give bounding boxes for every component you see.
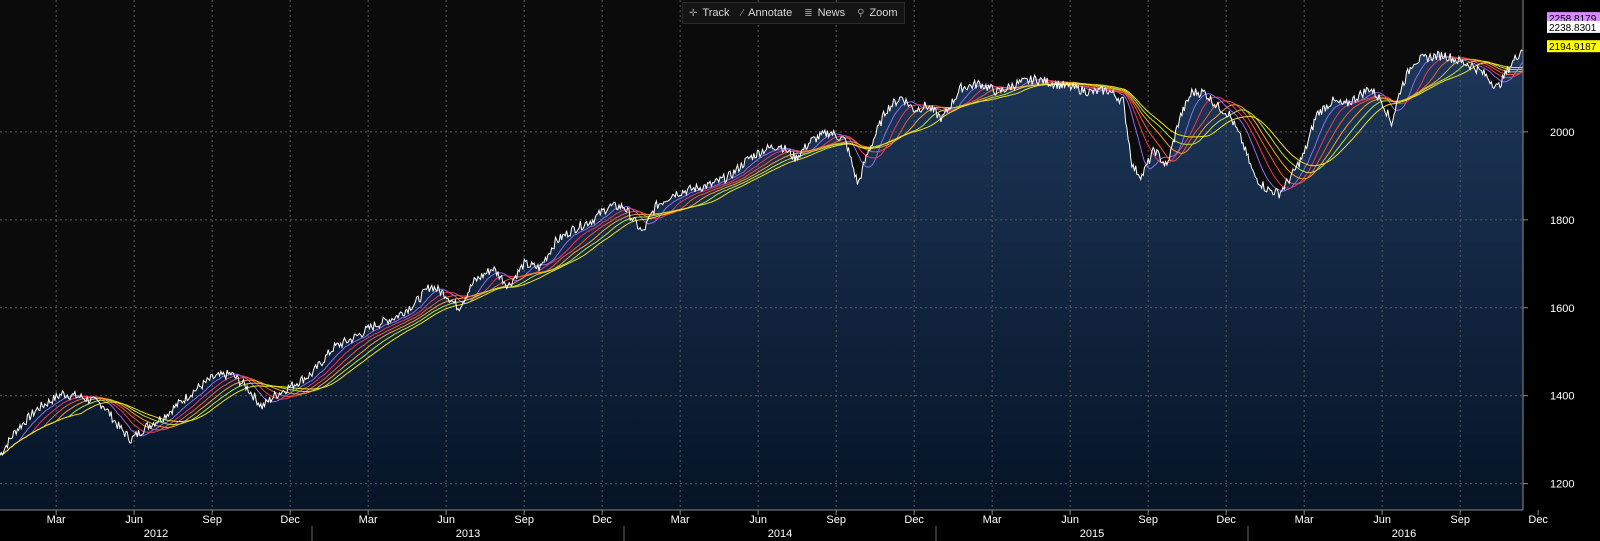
y-tick-label: 1200 <box>1550 479 1574 491</box>
x-tick-label: Mar <box>983 514 1002 526</box>
moving-average-5 <box>0 53 1551 456</box>
end-value-tag-bg <box>1547 20 1600 33</box>
y-axis-panel <box>1523 0 1600 510</box>
magnifier-icon: ⚲ <box>857 7 865 19</box>
end-value-tag-bg <box>1547 12 1600 25</box>
y-tick-label: 1600 <box>1550 303 1574 315</box>
x-tick-label: Sep <box>826 514 846 526</box>
x-tick-label: Jun <box>125 514 143 526</box>
end-value-tag-bg <box>1547 40 1600 53</box>
x-tick-label: Jun <box>1061 514 1079 526</box>
y-tick-label: 1400 <box>1550 391 1574 403</box>
x-tick-label: Sep <box>1138 514 1158 526</box>
x-tick-label: Sep <box>202 514 222 526</box>
price-area-fill <box>0 15 1551 510</box>
end-value-tag: 2238.8301 <box>1549 23 1597 34</box>
news-icon: ≣ <box>804 7 813 19</box>
end-value-tag: 2194.9187 <box>1549 42 1597 53</box>
price-line <box>0 15 1551 457</box>
annotate-label: Annotate <box>748 7 793 19</box>
moving-average-2 <box>0 30 1551 456</box>
end-value-tag: 2258.8179 <box>1549 14 1597 25</box>
pencil-icon: ⁄ <box>741 7 744 19</box>
x-tick-label: Mar <box>359 514 378 526</box>
x-tick-label: Dec <box>1216 514 1236 526</box>
x-tick-label: Jun <box>437 514 455 526</box>
track-button[interactable]: ✛ Track <box>683 3 735 23</box>
year-label: 2014 <box>768 528 792 540</box>
x-tick-label: Dec <box>904 514 924 526</box>
chart-toolbar: ✛ Track ⁄ Annotate ≣ News ⚲ Zoom <box>682 2 905 24</box>
y-tick-label: 2000 <box>1550 127 1574 139</box>
x-tick-label: Mar <box>671 514 690 526</box>
x-tick-label: Sep <box>1450 514 1470 526</box>
news-button[interactable]: ≣ News <box>798 3 851 23</box>
x-tick-label: Jun <box>1373 514 1391 526</box>
moving-average-6 <box>0 56 1551 456</box>
x-tick-label: Sep <box>514 514 534 526</box>
x-tick-label: Mar <box>1295 514 1314 526</box>
x-tick-label: Dec <box>1528 514 1548 526</box>
x-tick-label: Dec <box>592 514 612 526</box>
x-tick-label: Dec <box>280 514 300 526</box>
crosshair-icon: ✛ <box>689 7 698 19</box>
year-label: 2012 <box>144 528 168 540</box>
annotate-button[interactable]: ⁄ Annotate <box>735 3 798 23</box>
track-label: Track <box>702 7 730 19</box>
x-axis-panel <box>0 510 1600 541</box>
year-label: 2013 <box>456 528 480 540</box>
x-tick-label: Jun <box>749 514 767 526</box>
zoom-label: Zoom <box>869 7 898 19</box>
x-tick-label: Mar <box>47 514 66 526</box>
y-tick-label: 1800 <box>1550 215 1574 227</box>
year-label: 2015 <box>1080 528 1104 540</box>
news-label: News <box>817 7 846 19</box>
year-label: 2016 <box>1392 528 1416 540</box>
zoom-button[interactable]: ⚲ Zoom <box>851 3 903 23</box>
